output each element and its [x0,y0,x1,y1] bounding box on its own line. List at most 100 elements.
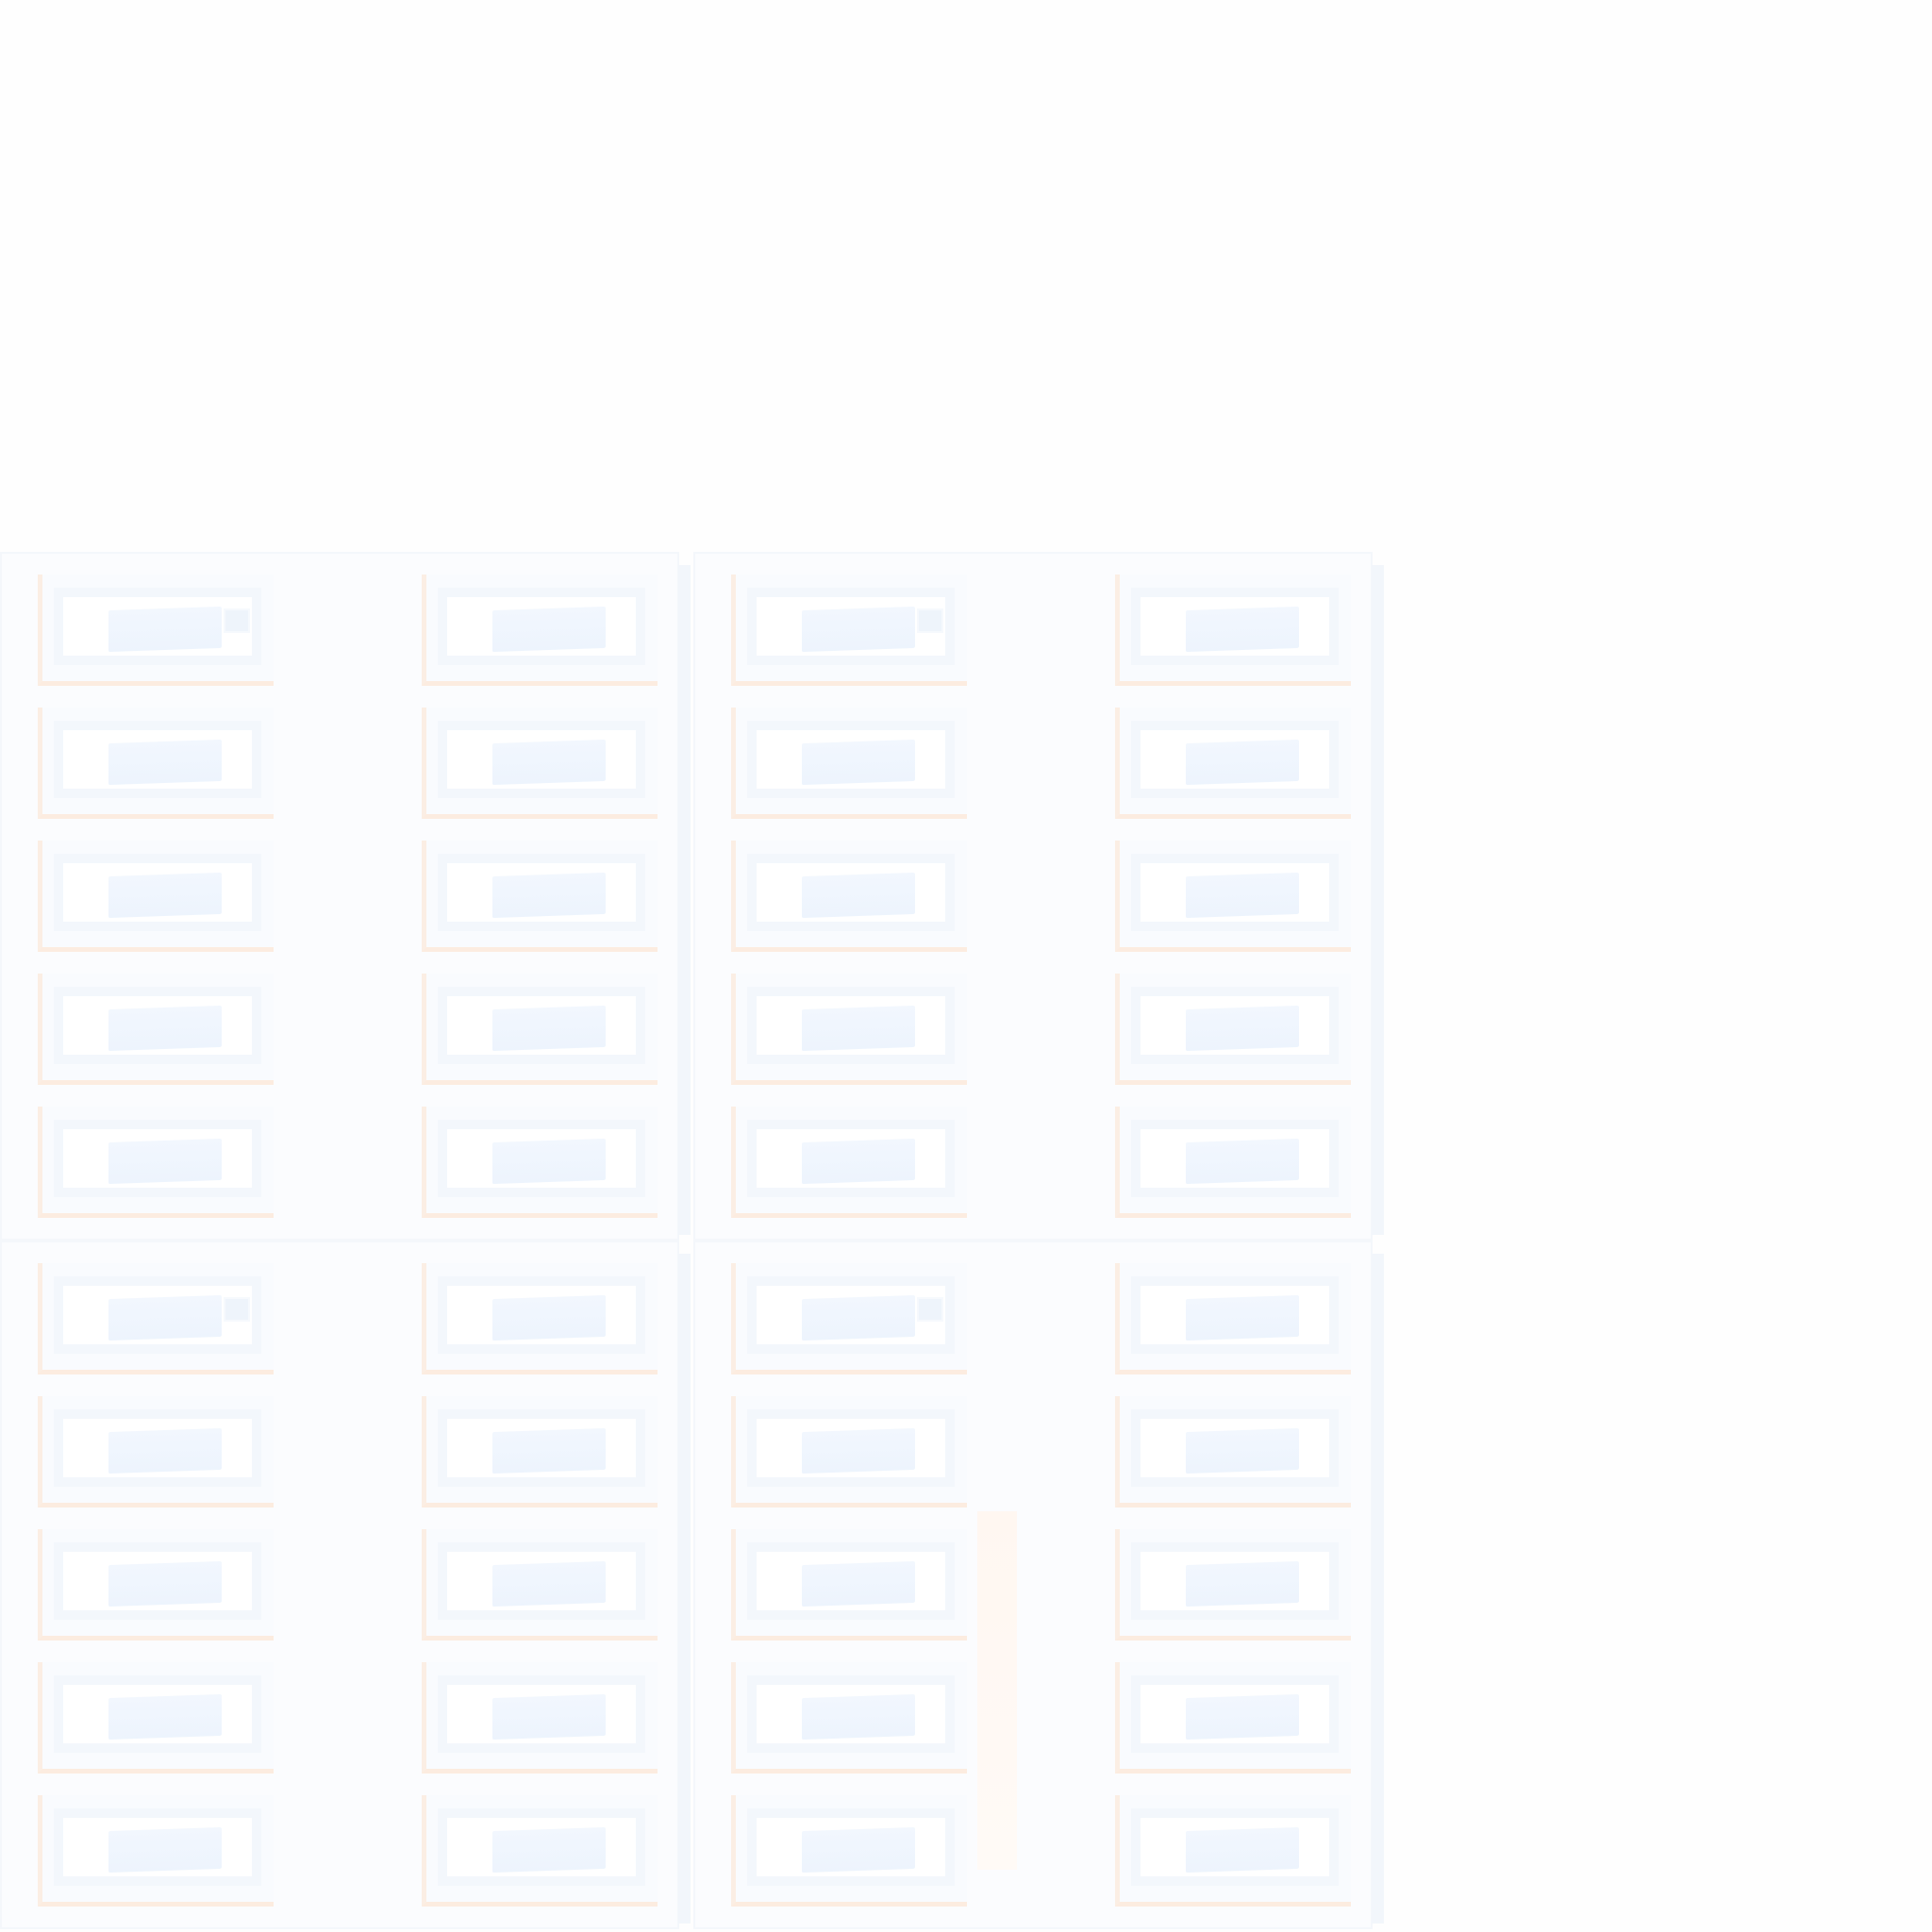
tile-label-placeholder [108,1005,222,1052]
tile-frame [1131,1276,1339,1354]
tile-frame [747,987,955,1064]
tile[interactable] [1115,708,1351,819]
tile[interactable] [731,1795,967,1907]
tile[interactable] [422,1795,658,1907]
tile-frame [1131,721,1339,798]
quadrant-divider [678,565,691,1235]
tile[interactable] [731,1396,967,1507]
tile-label-placeholder [108,739,222,786]
tile-label-placeholder [1186,872,1299,919]
tile-frame [54,1808,261,1886]
tile[interactable] [1115,1107,1351,1218]
tile[interactable] [38,1396,274,1507]
tile[interactable] [731,1529,967,1641]
tile[interactable] [731,708,967,819]
tile[interactable] [38,1529,274,1641]
tile-frame [747,854,955,931]
tile-frame [438,1675,645,1753]
tile[interactable] [422,841,658,952]
tile-frame [747,1808,955,1886]
tile[interactable] [422,575,658,686]
tile[interactable] [1115,1529,1351,1641]
tile-frame [747,1409,955,1487]
tile[interactable] [38,575,274,686]
tile-frame [747,1276,955,1354]
quadrant-top-right [693,552,1384,1241]
tile-frame [438,1120,645,1197]
tile[interactable] [731,575,967,686]
tile-frame [438,588,645,665]
tile[interactable] [1115,1396,1351,1507]
tile[interactable] [422,1529,658,1641]
tile[interactable] [38,708,274,819]
tile-frame [54,854,261,931]
tile[interactable] [38,1107,274,1218]
tile-label-placeholder [802,1693,915,1740]
tile[interactable] [38,974,274,1085]
tile[interactable] [731,1263,967,1374]
tile-frame [747,1120,955,1197]
tile[interactable] [38,1263,274,1374]
tile-label-placeholder [108,1138,222,1185]
tile-frame [438,854,645,931]
tile-frame [54,987,261,1064]
tile-label-placeholder [802,739,915,786]
tile-label-placeholder [802,1138,915,1185]
tile[interactable] [38,1662,274,1774]
tile[interactable] [731,841,967,952]
tile[interactable] [38,841,274,952]
tile[interactable] [422,974,658,1085]
tile-label-placeholder [802,1560,915,1607]
tile-frame [438,1808,645,1886]
tile-frame [1131,987,1339,1064]
tile[interactable] [422,1662,658,1774]
tile[interactable] [1115,1662,1351,1774]
tile[interactable] [731,974,967,1085]
tile-badge-icon [917,608,943,633]
tile[interactable] [1115,974,1351,1085]
tile-frame [54,588,261,665]
tile-badge-icon [917,1297,943,1322]
tile-frame [747,721,955,798]
tile[interactable] [38,1795,274,1907]
tile-frame [54,1276,261,1354]
tile-frame [438,987,645,1064]
tile-badge-icon [224,608,250,633]
tile[interactable] [1115,1263,1351,1374]
tile[interactable] [422,1263,658,1374]
tile-frame [54,1675,261,1753]
tile-frame [438,1409,645,1487]
tile-label-placeholder [802,1294,915,1341]
tile-frame [54,1542,261,1620]
tile-badge-icon [224,1297,250,1322]
tile[interactable] [1115,1795,1351,1907]
tile-label-placeholder [108,606,222,653]
quadrant-divider [1372,1254,1384,1924]
tile-frame [438,1276,645,1354]
tile-frame [438,1542,645,1620]
tile-label-placeholder [108,872,222,919]
tile-label-placeholder [492,1005,606,1052]
tile-board [0,552,1384,1932]
tile-frame [438,721,645,798]
tile[interactable] [731,1107,967,1218]
tile-label-placeholder [1186,739,1299,786]
quadrant-divider [678,1254,691,1924]
tile-label-placeholder [492,1826,606,1874]
tile[interactable] [1115,575,1351,686]
tile-label-placeholder [802,1005,915,1052]
tile[interactable] [422,1396,658,1507]
tile-label-placeholder [1186,606,1299,653]
tile-frame [54,1120,261,1197]
tile-label-placeholder [492,1693,606,1740]
tile[interactable] [422,708,658,819]
tile[interactable] [422,1107,658,1218]
empty-header-area [0,0,1932,552]
tile[interactable] [1115,841,1351,952]
tile[interactable] [731,1662,967,1774]
tile-frame [1131,1120,1339,1197]
tile-label-placeholder [1186,1693,1299,1740]
tile-frame [54,721,261,798]
tile-label-placeholder [802,1826,915,1874]
tile-label-placeholder [802,606,915,653]
